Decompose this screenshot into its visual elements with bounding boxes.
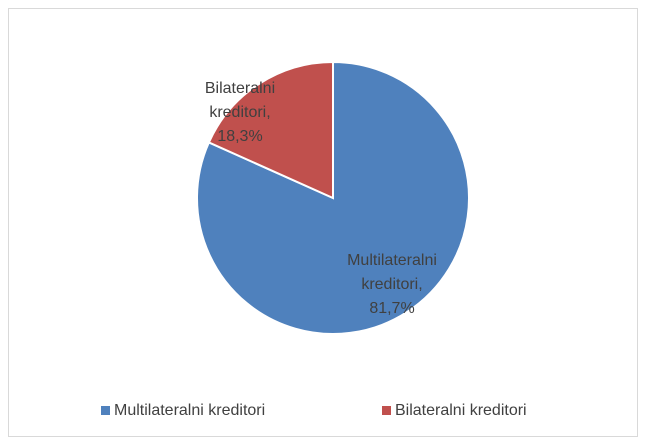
legend-swatch — [101, 406, 110, 415]
pie-slice — [207, 60, 334, 200]
data-label: Multilateralni kreditori, 81,7% — [347, 252, 437, 317]
legend-label: Multilateralni kreditori — [114, 402, 265, 419]
data-label: Bilateralni kreditori, 18,3% — [205, 80, 275, 145]
legend-label: Bilateralni kreditori — [395, 402, 527, 419]
legend-swatch — [382, 406, 391, 415]
